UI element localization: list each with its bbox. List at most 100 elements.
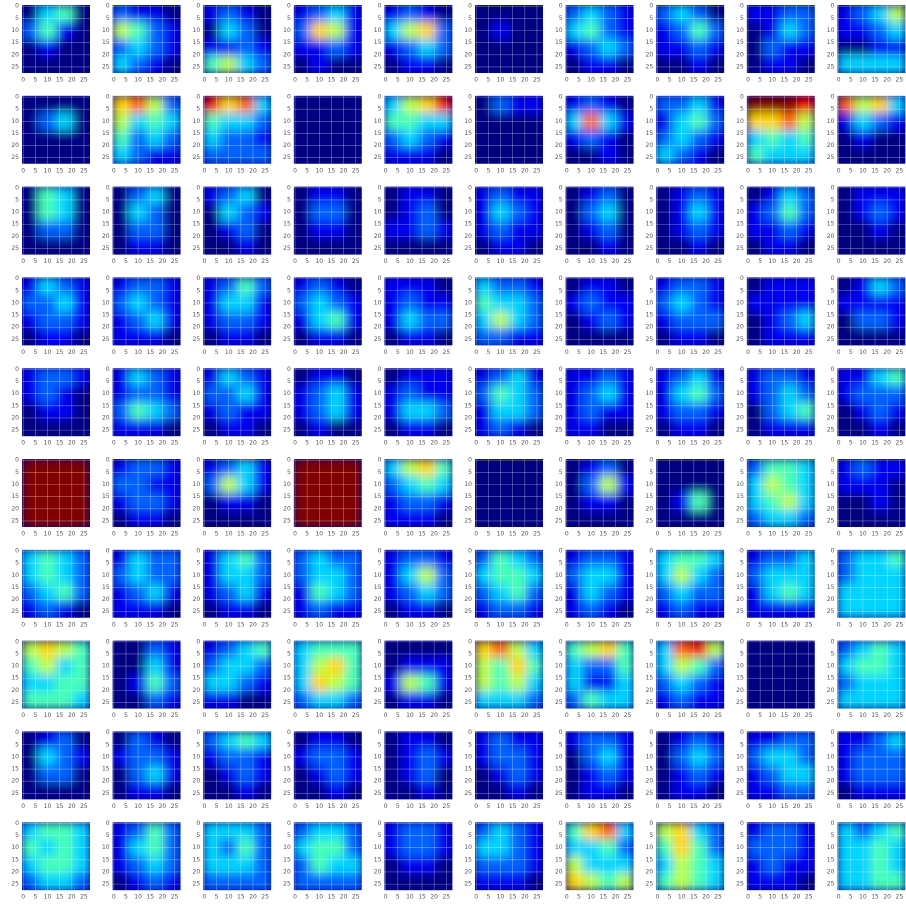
heat-cell xyxy=(56,600,74,618)
heat-cell xyxy=(22,856,40,874)
heat-cell xyxy=(707,657,725,676)
y-tick-label: 5 xyxy=(468,832,472,839)
heat-cell xyxy=(673,402,691,420)
heat-cell xyxy=(492,368,510,386)
heat-cell xyxy=(384,220,402,239)
heat-cell xyxy=(854,186,872,205)
x-tick-label: 5 xyxy=(668,440,672,447)
x-tick-label: 20 xyxy=(883,167,891,174)
heat-cell xyxy=(763,873,782,891)
y-tick-label: 5 xyxy=(106,287,110,294)
heat-cell xyxy=(690,129,708,148)
heat-cell xyxy=(384,856,402,874)
heat-cell xyxy=(746,402,765,420)
x-tick-label: 5 xyxy=(486,621,490,628)
y-tick-label: 5 xyxy=(468,650,472,657)
heat-cell xyxy=(492,311,510,329)
x-tick-label: 0 xyxy=(565,803,569,810)
heat-cell xyxy=(401,691,419,709)
heat-cell xyxy=(656,839,674,857)
x-tick-label: 10 xyxy=(768,712,776,719)
heat-cell xyxy=(39,311,57,329)
heat-cell xyxy=(384,731,402,749)
heat-cell xyxy=(599,856,618,874)
x-tick-label: 15 xyxy=(781,894,789,901)
x-tick-label: 10 xyxy=(859,621,867,628)
heat-cell xyxy=(384,748,402,766)
heat-cell xyxy=(565,459,584,477)
heat-cell xyxy=(310,129,329,148)
heat-cell xyxy=(310,294,329,312)
heat-cell xyxy=(871,566,889,585)
y-tick-label: 20 xyxy=(736,596,744,603)
heat-cell xyxy=(746,186,765,205)
heat-cell xyxy=(344,56,362,73)
heat-cell xyxy=(780,328,799,346)
heat-cell xyxy=(112,129,131,148)
heat-cell xyxy=(384,549,402,568)
heat-cell xyxy=(707,56,725,73)
x-tick-label: 15 xyxy=(871,803,879,810)
x-tick-label: 0 xyxy=(837,167,841,174)
heat-cell xyxy=(673,873,691,891)
heat-cell xyxy=(237,22,255,40)
heat-cell xyxy=(293,600,312,618)
y-tick-label: 0 xyxy=(649,457,653,464)
x-tick-label: 10 xyxy=(678,894,686,901)
heat-cell xyxy=(293,856,312,874)
heat-cell xyxy=(129,56,148,73)
heat-cell xyxy=(220,22,238,40)
x-tick-label: 20 xyxy=(430,621,438,628)
heat-cell xyxy=(203,691,221,709)
heat-cell xyxy=(565,112,584,131)
heat-cells xyxy=(565,5,634,73)
heat-cells xyxy=(203,549,272,618)
heat-cell xyxy=(565,493,584,511)
y-tick-label: 20 xyxy=(555,51,563,58)
heat-cell xyxy=(56,368,74,386)
heat-cell xyxy=(509,186,527,205)
heat-cell xyxy=(475,510,493,527)
panel-image xyxy=(203,731,272,800)
x-tick-label: 25 xyxy=(443,440,451,447)
heat-cell xyxy=(616,657,634,676)
y-tick-label: 15 xyxy=(464,312,472,319)
heat-cell xyxy=(418,657,436,676)
heat-cell xyxy=(746,510,765,527)
heat-cell xyxy=(854,657,872,676)
x-tick-label: 20 xyxy=(793,712,801,719)
heat-cell xyxy=(384,459,402,477)
y-tick-label: 0 xyxy=(106,275,110,282)
heat-cell xyxy=(310,237,329,255)
heat-cell xyxy=(854,782,872,800)
heat-cell xyxy=(39,674,57,693)
x-tick-label: 0 xyxy=(203,803,207,810)
y-tick-label: 5 xyxy=(106,106,110,113)
x-tick-label: 10 xyxy=(497,531,505,538)
x-tick-label: 5 xyxy=(124,440,128,447)
heat-cell xyxy=(582,731,601,749)
heat-cell xyxy=(854,566,872,585)
x-tick-label: 10 xyxy=(587,349,595,356)
x-tick-label: 5 xyxy=(396,167,400,174)
y-tick-label: 0 xyxy=(378,820,382,827)
heat-cell xyxy=(780,311,799,329)
panel-image xyxy=(475,549,543,618)
heat-cell xyxy=(384,311,402,329)
x-tick-label: 20 xyxy=(430,258,438,265)
heat-cell xyxy=(475,294,493,312)
x-tick-label: 20 xyxy=(249,894,257,901)
y-tick-label: 5 xyxy=(468,560,472,567)
heat-cell xyxy=(616,459,634,477)
heat-cell xyxy=(39,419,57,437)
heat-cell xyxy=(254,765,272,783)
heat-cell xyxy=(797,146,815,164)
heat-cell xyxy=(888,311,906,329)
x-tick-label: 0 xyxy=(656,440,660,447)
heat-cell xyxy=(763,146,782,164)
heat-cell xyxy=(599,459,618,477)
heat-cell xyxy=(656,311,674,329)
heat-cell xyxy=(763,459,782,477)
